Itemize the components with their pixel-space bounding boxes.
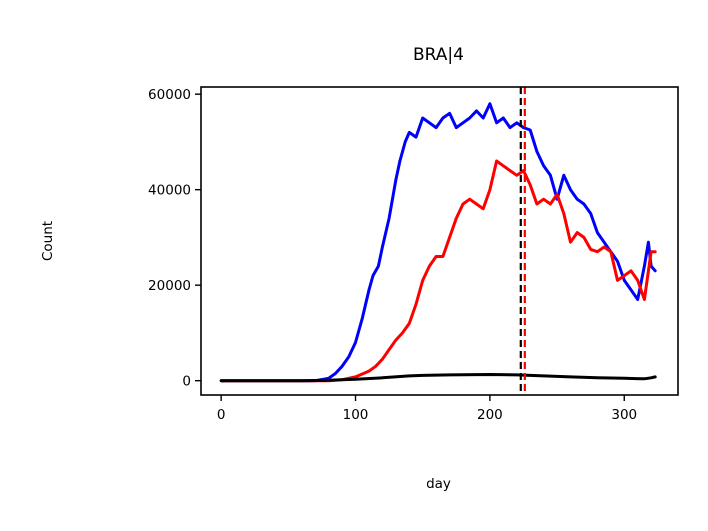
y-tick-label: 40000 [148, 183, 191, 199]
y-tick-label: 20000 [148, 278, 191, 294]
series-line-1 [219, 102, 657, 383]
series-line-3 [219, 373, 657, 383]
plot-area: 0 100 200 300 0 20000 40000 60000 [148, 86, 679, 423]
y-tick-label: 0 [182, 374, 191, 390]
y-tick-label: 60000 [148, 87, 191, 103]
x-tick-label: 100 [343, 407, 369, 423]
x-tick-label: 300 [611, 407, 637, 423]
y-axis-label: Count [40, 221, 56, 261]
axes-frame [200, 86, 679, 396]
x-tick-label: 0 [217, 407, 226, 423]
x-axis-label: day [426, 476, 451, 492]
chart-title: BRA|4 [413, 45, 464, 65]
x-tick-label: 200 [477, 407, 503, 423]
series-line-2 [219, 159, 657, 383]
